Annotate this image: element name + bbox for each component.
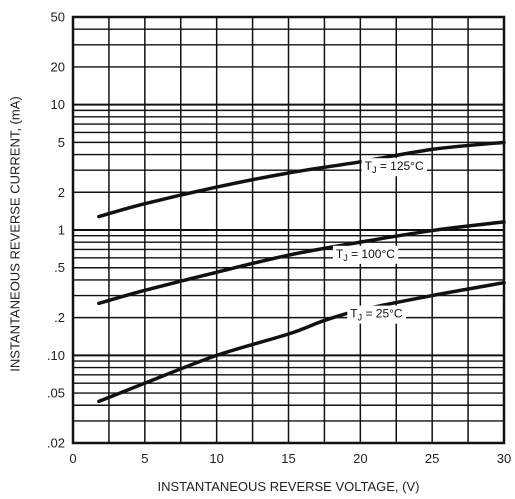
x-tick-label: 25: [425, 451, 439, 466]
series-label-bg: [332, 245, 399, 264]
y-tick-label: .5: [54, 260, 65, 275]
minor-grid: [72, 16, 505, 444]
x-tick-label: 5: [141, 451, 148, 466]
y-tick-labels: .02 .05 .10 .2 .5 1 2 5 10 20 50: [47, 10, 65, 451]
y-tick-label: .2: [54, 310, 65, 325]
series-line-0: [97, 140, 506, 219]
y-tick-label: 50: [51, 10, 65, 25]
series-line-1: [97, 220, 506, 306]
plot-frame: [71, 15, 506, 445]
series-label-1: TJ = 100°C: [336, 247, 395, 263]
y-tick-label: 10: [51, 97, 65, 112]
y-tick-label: 1: [58, 223, 65, 238]
y-tick-label: .05: [47, 386, 65, 401]
x-tick-label: 30: [497, 451, 511, 466]
y-tick-label: .10: [47, 348, 65, 363]
series-line-2: [97, 280, 506, 404]
series-label-0: TJ = 125°C: [365, 159, 424, 175]
series-label-bg: [347, 305, 406, 324]
y-tick-label: 2: [58, 185, 65, 200]
y-tick-label: 20: [51, 59, 65, 74]
x-tick-label: 0: [69, 451, 76, 466]
y-tick-label: 5: [58, 135, 65, 150]
series-label-2: TJ = 25°C: [350, 307, 403, 323]
x-tick-label: 15: [281, 451, 295, 466]
series-labels: TJ = 125°C TJ = 100°C TJ = 25°C: [332, 158, 427, 324]
y-axis-label: INSTANTANEOUS REVERSE CURRENT, (mA): [7, 96, 22, 371]
x-tick-label: 20: [353, 451, 367, 466]
y-tick-label: .02: [47, 436, 65, 451]
x-axis-label: INSTANTANEOUS REVERSE VOLTAGE, (V): [158, 479, 420, 494]
x-tick-label: 10: [209, 451, 223, 466]
series-label-bg: [361, 158, 427, 177]
x-tick-labels: 0 5 10 15 20 25 30: [69, 451, 511, 466]
series-lines: [97, 140, 506, 404]
